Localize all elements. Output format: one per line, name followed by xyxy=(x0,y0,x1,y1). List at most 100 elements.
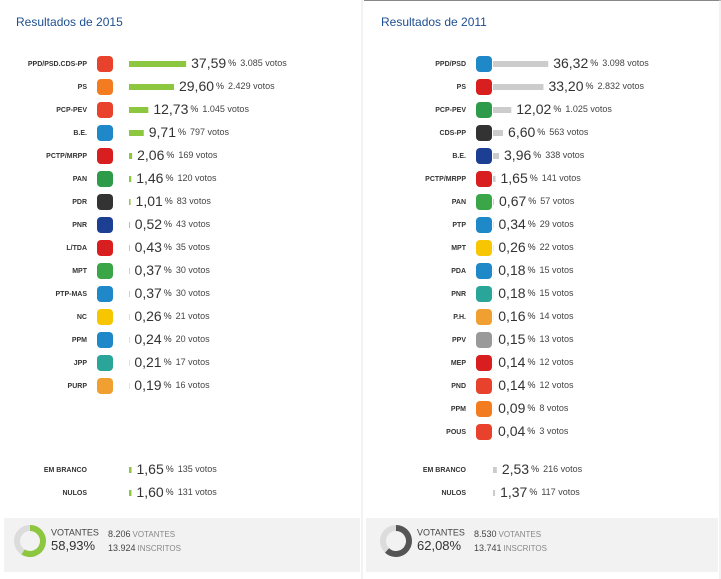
bar xyxy=(129,268,130,274)
percent-unit: % xyxy=(190,104,198,114)
percent-unit: % xyxy=(527,403,535,413)
party-name: PDR xyxy=(72,199,87,206)
percent-value: 0,15 xyxy=(498,331,525,347)
percent-unit: % xyxy=(553,104,561,114)
percent-unit: % xyxy=(533,150,541,160)
percent-value: 9,71 xyxy=(149,124,176,140)
vote-count: 1.025 votos xyxy=(565,104,612,114)
vote-count: 16 votos xyxy=(176,380,211,390)
party-name: PPD/PSD xyxy=(435,61,466,68)
result-text: 2,06% 169 votos xyxy=(137,147,218,163)
percent-value: 0,37 xyxy=(135,262,162,278)
party-logo xyxy=(476,79,492,95)
party-name: PS xyxy=(78,84,88,91)
percent-value: 0,43 xyxy=(135,239,162,255)
party-name: NULOS xyxy=(63,490,88,497)
vote-count: 338 votos xyxy=(545,150,585,160)
bar xyxy=(129,490,132,496)
percent-unit: % xyxy=(166,464,174,474)
percent-value: 1,65 xyxy=(501,170,528,186)
percent-unit: % xyxy=(228,58,236,68)
percent-value: 0,26 xyxy=(134,308,161,324)
party-name: PPV xyxy=(452,337,466,344)
party-name: PPM xyxy=(72,337,87,344)
result-text: 2,53% 216 votos xyxy=(502,461,583,477)
result-text: 1,60% 131 votos xyxy=(136,484,217,500)
percent-unit: % xyxy=(164,242,172,252)
percent-value: 37,59 xyxy=(191,55,226,71)
percent-unit: % xyxy=(164,265,172,275)
party-name: EM BRANCO xyxy=(423,467,467,474)
result-text: 0,15% 13 votos xyxy=(498,331,574,347)
party-logo xyxy=(97,102,113,118)
turnout-label: VOTANTES xyxy=(417,527,465,537)
percent-unit: % xyxy=(528,196,536,206)
voters-count: 8.530 xyxy=(474,529,497,539)
party-name: MPT xyxy=(451,245,467,252)
bar xyxy=(493,176,496,182)
footer-box xyxy=(366,518,718,572)
party-name: PAN xyxy=(452,199,466,206)
turnout-label: VOTANTES xyxy=(51,527,99,537)
vote-count: 3.098 votos xyxy=(602,58,649,68)
vote-count: 3.085 votos xyxy=(240,58,287,68)
result-text: 6,60% 563 votos xyxy=(508,124,589,140)
percent-unit: % xyxy=(165,196,173,206)
party-logo xyxy=(97,332,113,348)
result-text: 0,52% 43 votos xyxy=(135,216,211,232)
party-logo xyxy=(97,217,113,233)
party-logo xyxy=(97,194,113,210)
result-text: 1,01% 83 votos xyxy=(136,193,212,209)
percent-unit: % xyxy=(527,311,535,321)
bar xyxy=(129,245,130,251)
party-name: PCTP/MRPP xyxy=(46,153,87,160)
party-logo xyxy=(476,309,492,325)
bar xyxy=(493,84,544,90)
percent-value: 0,37 xyxy=(135,285,162,301)
bar xyxy=(129,199,131,205)
result-text: 12,02% 1.025 votos xyxy=(516,101,612,117)
party-name: PDA xyxy=(451,268,466,275)
percent-unit: % xyxy=(164,311,172,321)
percent-unit: % xyxy=(590,58,598,68)
percent-unit: % xyxy=(164,219,172,229)
vote-count: 131 votos xyxy=(178,487,218,497)
party-logo xyxy=(476,263,492,279)
bar xyxy=(493,467,497,473)
bar xyxy=(493,490,496,496)
vote-count: 15 votos xyxy=(540,288,575,298)
percent-unit: % xyxy=(527,380,535,390)
party-name: PCP-PEV xyxy=(435,107,466,114)
vote-count: 2.429 votos xyxy=(228,81,275,91)
party-logo xyxy=(476,217,492,233)
voters-line: 8.530 VOTANTES xyxy=(474,529,541,539)
party-name: POUS xyxy=(446,429,466,436)
percent-unit: % xyxy=(527,426,535,436)
percent-value: 0,52 xyxy=(135,216,162,232)
vote-count: 13 votos xyxy=(539,334,574,344)
bar xyxy=(493,153,500,159)
result-text: 9,71% 797 votos xyxy=(149,124,230,140)
percent-value: 1,37 xyxy=(500,484,527,500)
percent-value: 12,02 xyxy=(516,101,551,117)
bar xyxy=(129,61,187,67)
percent-value: 0,21 xyxy=(134,354,161,370)
turnout-value: 58,93 xyxy=(51,538,84,553)
result-text: 1,65% 141 votos xyxy=(501,170,582,186)
party-logo xyxy=(476,332,492,348)
result-text: 0,26% 21 votos xyxy=(134,308,210,324)
vote-count: 35 votos xyxy=(176,242,211,252)
percent-unit: % xyxy=(178,127,186,137)
bar xyxy=(493,107,512,113)
percent-value: 0,16 xyxy=(498,308,525,324)
result-text: 0,34% 29 votos xyxy=(499,216,575,232)
party-name: PURP xyxy=(68,383,88,390)
percent-value: 1,01 xyxy=(136,193,163,209)
voters-label: VOTANTES xyxy=(499,530,542,539)
vote-count: 83 votos xyxy=(177,196,212,206)
vote-count: 797 votos xyxy=(190,127,230,137)
party-logo xyxy=(97,56,113,72)
percent-value: 36,32 xyxy=(553,55,588,71)
panel-title: Resultados de 2011 xyxy=(381,15,487,29)
